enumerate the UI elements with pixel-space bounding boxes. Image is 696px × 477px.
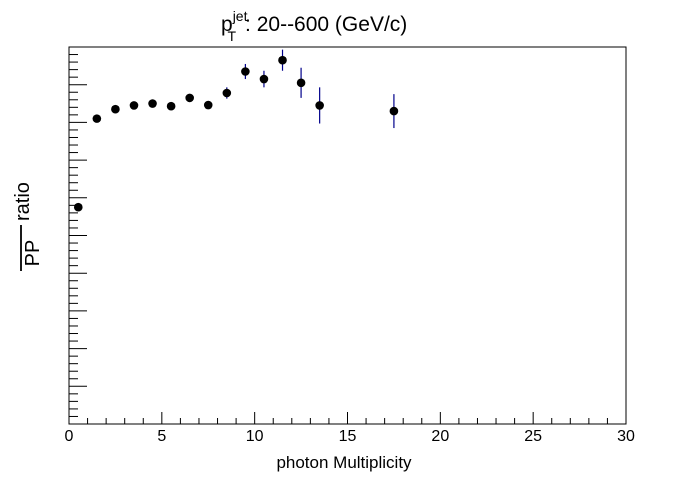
data-point [111,104,120,114]
data-point [389,106,399,116]
chart-title: pjet T : 20--600 (GeV/c) [221,8,407,44]
x-tick-label: 10 [246,428,264,445]
data-point [203,100,213,110]
chart-title-subscript: T [227,28,236,44]
data-point [185,93,194,103]
x-tick-label: 30 [617,428,635,445]
data-point [222,88,232,98]
x-tick-label: 20 [431,428,449,445]
x-axis-title: photon Multiplicity [276,453,412,472]
x-tick-label: 25 [524,428,542,445]
chart-title-superscript: jet [232,8,248,24]
data-point [129,101,139,110]
data-point [92,114,102,123]
y-axis-title: PP ratio [12,182,44,271]
data-points [73,49,399,212]
y-axis-title-suffix: ratio [12,182,34,221]
x-tick-label: 5 [157,428,166,445]
x-tick-label: 15 [339,428,357,445]
x-tick-label: 0 [65,428,74,445]
data-point [241,67,250,76]
x-axis: 0 5 10 15 20 25 30 [65,412,635,445]
data-point [296,78,306,88]
data-point [73,202,83,212]
data-point [278,55,287,65]
data-point [259,74,269,84]
y-axis-title-denominator: PP [22,240,44,267]
data-point [166,101,176,111]
y-axis [69,46,87,425]
data-point [148,99,157,108]
chart-title-base: p [221,13,233,36]
chart-title-rest: : 20--600 (GeV/c) [245,13,407,36]
data-point [315,101,324,110]
